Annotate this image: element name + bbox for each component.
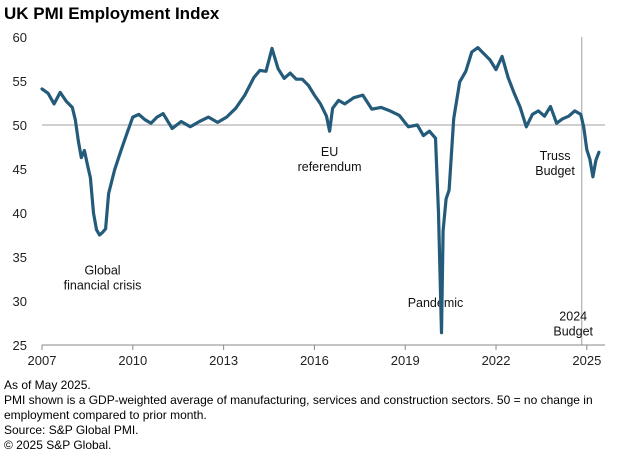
y-tick-label: 55 <box>13 74 27 89</box>
copyright-note: © 2025 S&P Global. <box>4 438 112 452</box>
y-tick-label: 40 <box>13 206 27 221</box>
series-line-employment-index <box>40 46 601 335</box>
chart-axes: 25 30 35 40 45 50 55 60 2007 2010 2013 2016 2019 2022… <box>13 30 605 368</box>
employment-index-chart: 25 30 35 40 45 50 55 60 2007 2010 2013 2016 2019 2022… <box>13 30 605 368</box>
as-of-note: As of May 2025. <box>4 378 91 392</box>
chart-annotations: Global financial crisis EU referendum Pandem… <box>64 145 594 339</box>
y-tick-label: 35 <box>13 250 27 265</box>
event-annotation: EU referendum <box>298 145 362 174</box>
x-tick-label: 2016 <box>300 353 329 368</box>
chart-series <box>40 46 601 335</box>
methodology-note: PMI shown is a GDP-weighted average of m… <box>4 393 593 422</box>
event-annotation: 2024 Budget <box>553 309 593 338</box>
footnotes: As of May 2025. PMI shown is a GDP-weigh… <box>4 378 619 453</box>
x-tick-label: 2007 <box>28 353 57 368</box>
x-tick-label: 2010 <box>118 353 147 368</box>
y-tick-label: 50 <box>13 118 27 133</box>
event-annotation: Pandemic <box>408 296 464 310</box>
event-annotation: Global financial crisis <box>64 264 142 293</box>
event-annotation: Truss Budget <box>535 149 575 178</box>
y-tick-label: 30 <box>13 294 27 309</box>
x-tick-label: 2013 <box>209 353 238 368</box>
y-tick-label: 45 <box>13 162 27 177</box>
y-tick-label: 25 <box>13 338 27 353</box>
source-note: Source: S&P Global PMI. <box>4 423 139 437</box>
x-tick-label: 2025 <box>572 353 601 368</box>
chart-title: UK PMI Employment Index <box>4 4 220 23</box>
y-tick-label: 60 <box>13 30 27 45</box>
x-tick-label: 2019 <box>391 353 420 368</box>
x-tick-label: 2022 <box>482 353 511 368</box>
